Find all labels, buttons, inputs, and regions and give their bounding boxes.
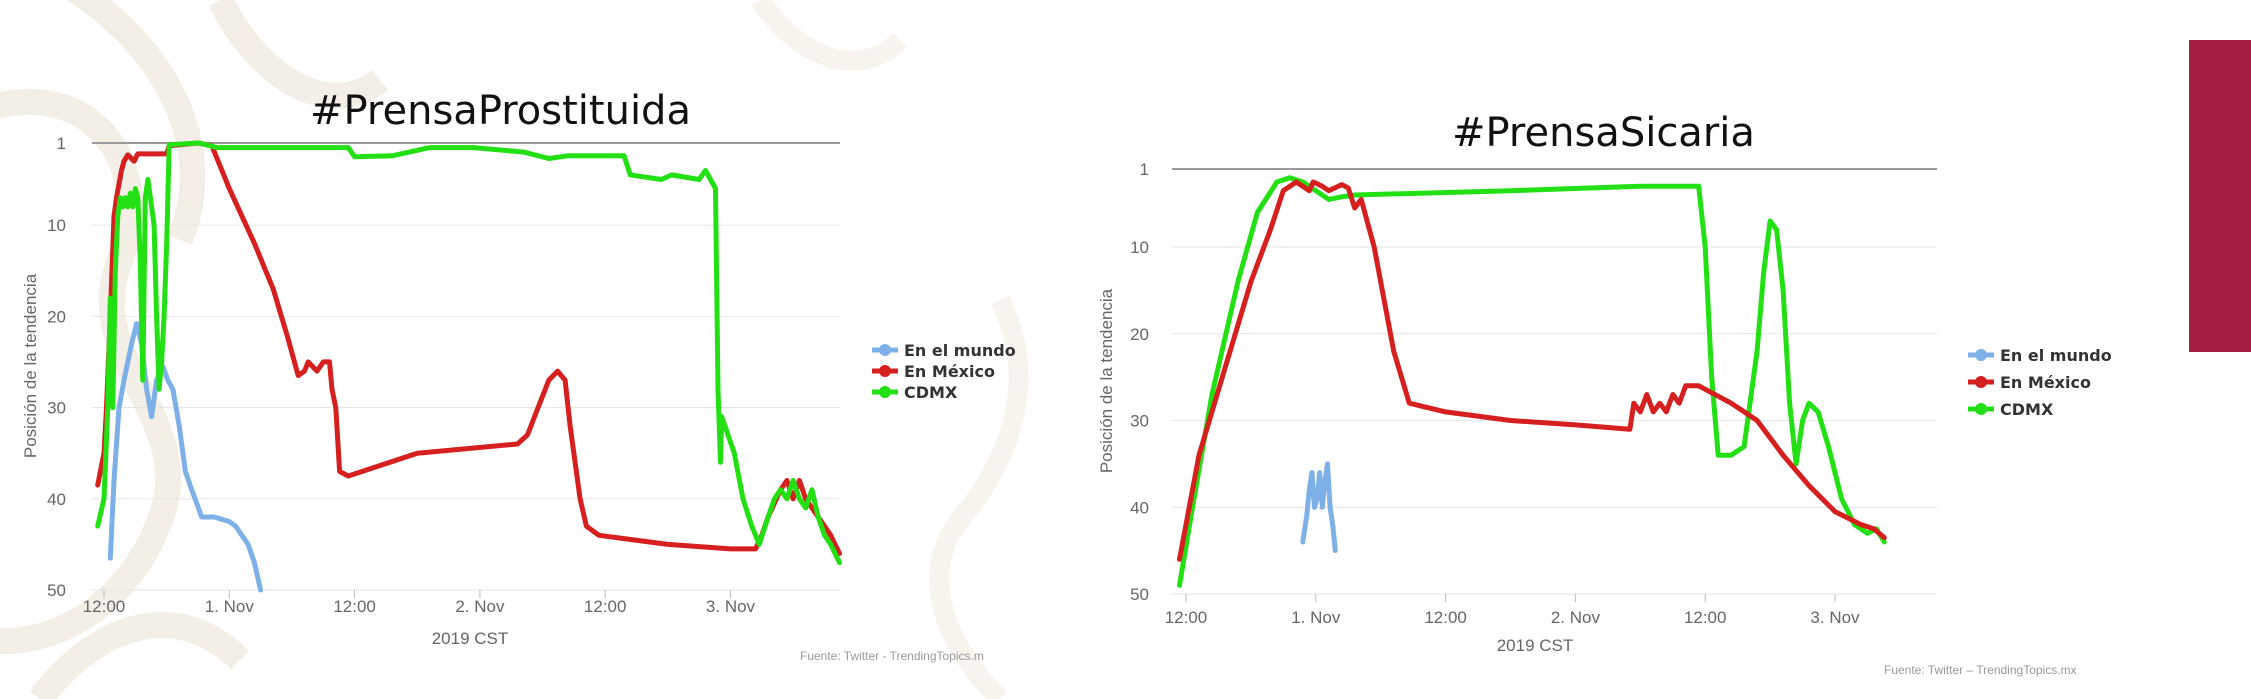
legend-label-world: En el mundo — [904, 341, 1016, 360]
chart-title-prensa-sicaria: #PrensaSicaria — [1452, 110, 1755, 156]
legend-marker-mexico — [1975, 376, 1987, 388]
accent-bar — [2189, 40, 2251, 352]
legend-label-cdmx: CDMX — [2000, 400, 2054, 419]
series-line-cdmx — [1177, 175, 1887, 588]
legend-marker-cdmx — [879, 386, 891, 398]
y-tick-label: 10 — [47, 216, 66, 235]
y-tick-label: 20 — [47, 307, 66, 326]
x-tick-label: 2. Nov — [455, 597, 505, 616]
x-tick-label: 12:00 — [1165, 608, 1208, 627]
legend-label-cdmx: CDMX — [904, 383, 958, 402]
legend-label-world: En el mundo — [2000, 346, 2112, 365]
legend-marker-world — [1975, 349, 1987, 361]
x-tick-label: 3. Nov — [1810, 608, 1860, 627]
series-line-cdmx — [95, 140, 842, 566]
x-tick-label: 12:00 — [584, 597, 627, 616]
legend-marker-mexico — [879, 365, 891, 377]
x-tick-label: 1. Nov — [1291, 608, 1341, 627]
source-note: Fuente: Twitter - TrendingTopics.m — [800, 649, 984, 663]
x-tick-label: 12:00 — [83, 597, 126, 616]
x-tick-label: 12:00 — [1424, 608, 1467, 627]
x-tick-label: 12:00 — [1684, 608, 1727, 627]
x-tick-label: 1. Nov — [205, 597, 255, 616]
y-tick-label: 1 — [57, 134, 66, 153]
y-tick-label: 40 — [1130, 498, 1149, 517]
y-tick-label: 50 — [1130, 585, 1149, 604]
legend-label-mexico: En México — [2000, 373, 2091, 392]
series-line-world — [1300, 461, 1338, 554]
legend-marker-world — [879, 344, 891, 356]
chart-prensa-prostituida: 1 10 20 30 40 50 12:00 1. Nov 12:00 2. Nov 12:00 3.… — [21, 134, 1016, 663]
y-tick-label: 40 — [47, 490, 66, 509]
legend-label-mexico: En México — [904, 362, 995, 381]
x-tick-label: 3. Nov — [706, 597, 756, 616]
y-axis-title: Posición de la tendencia — [1097, 288, 1116, 473]
chart-title-prensa-prostituida: #PrensaProstituida — [310, 88, 691, 134]
y-axis-title: Posición de la tendencia — [21, 273, 40, 458]
legend-marker-cdmx — [1975, 403, 1987, 415]
source-note: Fuente: Twitter – TrendingTopics.mx — [1884, 663, 2077, 677]
x-tick-label: 12:00 — [333, 597, 376, 616]
y-tick-label: 50 — [47, 581, 66, 600]
y-tick-label: 30 — [1130, 412, 1149, 431]
x-tick-label: 2. Nov — [1551, 608, 1601, 627]
series-line-mexico — [1177, 179, 1887, 562]
x-axis-title: 2019 CST — [1497, 636, 1574, 655]
series-line-world — [107, 321, 264, 593]
y-tick-label: 1 — [1140, 160, 1149, 179]
y-tick-label: 20 — [1130, 325, 1149, 344]
y-tick-label: 10 — [1130, 238, 1149, 257]
x-axis-title: 2019 CST — [432, 629, 509, 648]
y-tick-label: 30 — [47, 399, 66, 418]
